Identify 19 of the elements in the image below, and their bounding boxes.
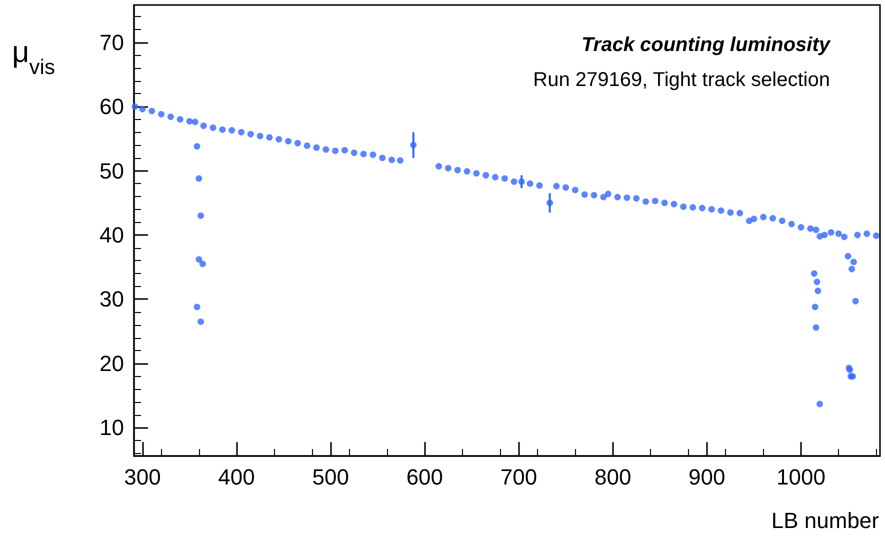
y-tick-label: 70 [100, 30, 124, 55]
y-tick-label: 60 [100, 94, 124, 120]
y-tick-label: 20 [100, 350, 124, 376]
x-tick-label: 700 [500, 464, 538, 490]
x-axis-title: LB number [771, 508, 879, 534]
y-axis-title: μ$_{vis}$ [12, 36, 55, 79]
x-tick-label: 500 [312, 464, 349, 490]
y-tick-label: 50 [100, 158, 124, 184]
x-tick-label: 900 [688, 464, 726, 490]
y-tick-label: 30 [100, 286, 124, 312]
text: Run 279169, Tight track selection [533, 69, 830, 92]
x-tick-label: 600 [406, 464, 444, 490]
y-tick-label: 10 [100, 415, 124, 440]
text: Track counting luminosity [580, 34, 830, 57]
y-tick-label: 40 [100, 222, 124, 248]
x-tick-label: 300 [124, 464, 161, 490]
x-tick-label: 800 [594, 464, 632, 490]
x-tick-label: 400 [218, 464, 255, 490]
x-tick-label: 1000 [776, 464, 826, 490]
